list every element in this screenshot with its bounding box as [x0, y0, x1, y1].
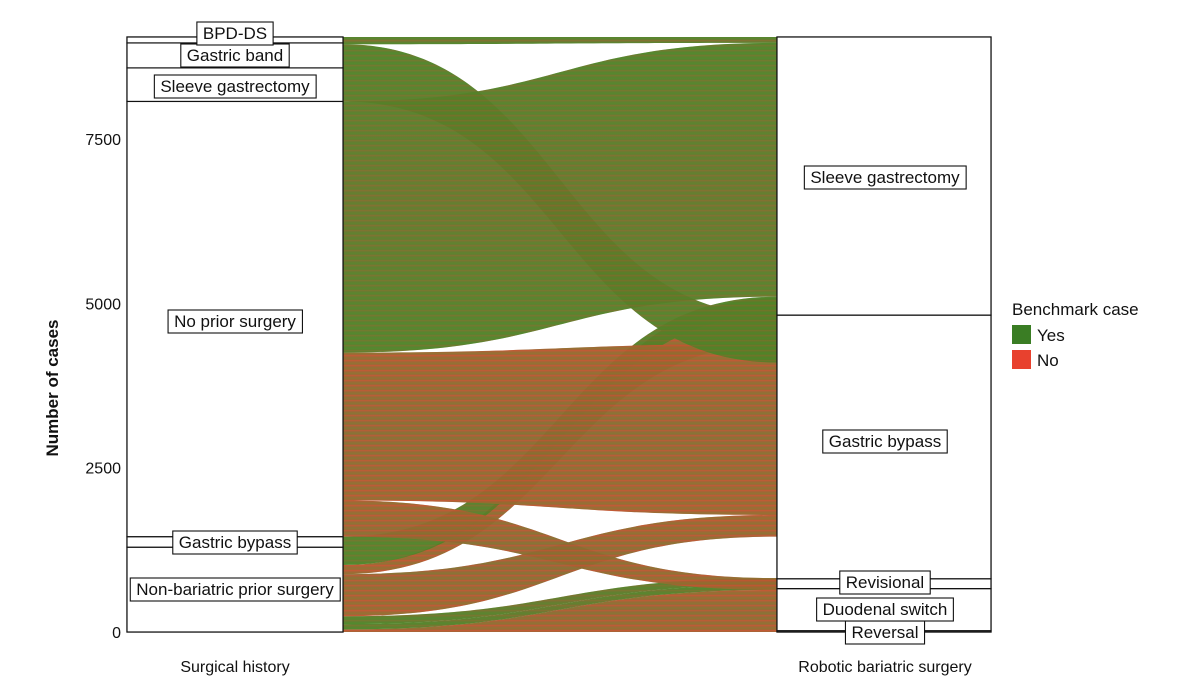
stratum-label-box	[196, 21, 274, 46]
stratum-label-box	[816, 597, 954, 622]
flow-band-texture	[343, 589, 777, 632]
stratum-label-text: Sleeve gastrectomy	[810, 168, 960, 187]
stratum-label-text: Revisional	[846, 573, 924, 592]
stratum-label-text: Gastric bypass	[829, 432, 941, 451]
stratum-label-box	[129, 577, 341, 602]
stratum-label-box	[167, 309, 303, 334]
stratum-label-text: Non-bariatric prior surgery	[136, 580, 334, 599]
stratum-label-box	[172, 530, 298, 555]
stratum-label-box	[822, 429, 948, 454]
y-tick-label: 7500	[85, 132, 121, 149]
stratum-label-box	[839, 570, 931, 595]
stratum-label-text: BPD-DS	[203, 24, 267, 43]
legend-title: Benchmark case	[1012, 300, 1139, 319]
x-axis-label-right: Robotic bariatric surgery	[798, 659, 971, 676]
flow-band-texture	[343, 584, 777, 630]
flow-band-texture	[343, 37, 777, 45]
y-tick-label: 0	[112, 625, 121, 642]
flow-band-texture	[343, 514, 777, 617]
y-tick-label: 2500	[85, 461, 121, 478]
flow-band-texture	[343, 344, 777, 515]
legend-label-yes: Yes	[1037, 326, 1065, 345]
flows-layer	[343, 37, 777, 632]
stratum-label-text: Sleeve gastrectomy	[160, 77, 310, 96]
stratum-label-text: No prior surgery	[174, 312, 296, 331]
stratum-label-right: Revisional	[839, 570, 931, 595]
stratum-label-box	[153, 74, 317, 99]
stratum-label-text: Reversal	[851, 623, 918, 642]
flow-band-texture	[343, 44, 777, 363]
legend: Benchmark case Yes No	[1012, 300, 1139, 370]
stratum-label-left: Gastric band	[180, 43, 290, 68]
flow-band-texture	[343, 500, 777, 590]
stratum-label-left: BPD-DS	[196, 21, 274, 46]
stratum-label-box	[803, 165, 967, 190]
stratum-label-right: Duodenal switch	[816, 597, 954, 622]
stratum-label-text: Gastric bypass	[179, 533, 291, 552]
flow-band-texture	[343, 578, 777, 625]
stratum-label-right: Reversal	[844, 620, 926, 645]
stratum-label-text: Duodenal switch	[823, 600, 948, 619]
legend-swatch-yes	[1012, 325, 1031, 344]
stratum-label-left: Gastric bypass	[172, 530, 298, 555]
legend-label-no: No	[1037, 351, 1059, 370]
stratum-label-left: Non-bariatric prior surgery	[129, 577, 341, 602]
y-tick-label: 5000	[85, 296, 121, 313]
stratum-label-right: Sleeve gastrectomy	[803, 165, 967, 190]
stratum-label-right: Gastric bypass	[822, 429, 948, 454]
x-axis-label-left: Surgical history	[180, 659, 289, 676]
stratum-label-left: Sleeve gastrectomy	[153, 74, 317, 99]
strata-layer: Non-bariatric prior surgery Gastric bypas…	[126, 21, 992, 645]
legend-swatch-no	[1012, 350, 1031, 369]
stratum-label-text: Gastric band	[187, 46, 283, 65]
stratum-label-left: No prior surgery	[167, 309, 303, 334]
y-axis-label: Number of cases	[43, 320, 62, 457]
